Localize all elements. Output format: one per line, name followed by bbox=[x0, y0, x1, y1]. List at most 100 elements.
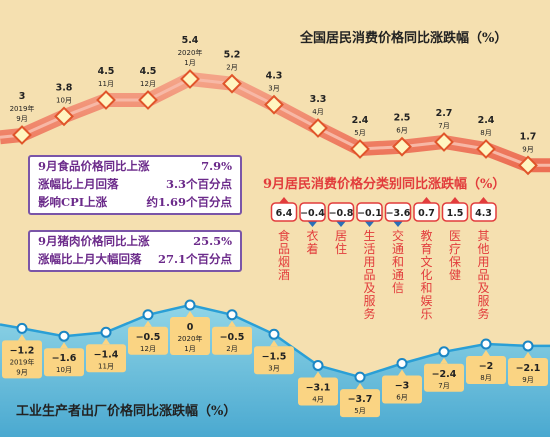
category-name-char: 通 bbox=[392, 268, 404, 282]
ppi-point-marker bbox=[438, 346, 450, 358]
category-name-char: 交 bbox=[392, 228, 404, 243]
ppi-value-label: −0.5 bbox=[136, 332, 161, 343]
cpi-value-label: 3 bbox=[19, 91, 26, 102]
ppi-date-label: 7月 bbox=[438, 382, 449, 390]
category-title: 9月居民消费价格分类别同比涨跌幅（%） bbox=[263, 176, 505, 192]
ppi-label-pointer bbox=[440, 357, 448, 364]
food-row-3-label: 影响CPI上涨 bbox=[38, 195, 108, 209]
ppi-label-pointer bbox=[60, 342, 68, 349]
category-up-arrow bbox=[279, 197, 289, 203]
cpi-date-label: 3月 bbox=[268, 85, 279, 93]
cpi-value-label: 3.8 bbox=[56, 82, 73, 93]
cpi-point-marker bbox=[12, 125, 32, 145]
cpi-point-marker bbox=[138, 90, 158, 110]
ppi-value-label: −2.1 bbox=[516, 363, 541, 374]
cpi-point-marker bbox=[350, 139, 370, 159]
cpi-point-marker bbox=[434, 132, 454, 152]
cpi-value-label: 4.3 bbox=[266, 71, 283, 82]
cpi-date-label: 12月 bbox=[140, 80, 156, 88]
food-row-1-value: 7.9% bbox=[201, 159, 232, 173]
category-name-char: 乐 bbox=[420, 307, 432, 321]
ppi-label-bg bbox=[2, 340, 42, 379]
ppi-label-pointer bbox=[314, 371, 322, 378]
cpi-point-marker bbox=[264, 94, 284, 115]
cpi-date-label: 11月 bbox=[98, 80, 114, 88]
ppi-date-label: 2020年 bbox=[178, 334, 203, 343]
category-name-char: 和 bbox=[392, 255, 404, 269]
ppi-value-label: −3 bbox=[395, 381, 410, 392]
cpi-value-label: 2.4 bbox=[478, 115, 495, 126]
ppi-point-marker bbox=[268, 328, 280, 340]
ppi-label-bg bbox=[170, 317, 210, 355]
ppi-point-marker bbox=[16, 322, 28, 334]
category-name-char: 生 bbox=[363, 229, 375, 243]
category-name-char: 文 bbox=[420, 254, 432, 269]
ppi-value-label: −3.1 bbox=[306, 382, 331, 393]
cpi-date-label: 7月 bbox=[438, 122, 449, 130]
cpi-point-marker bbox=[476, 139, 496, 159]
pork-row-2: 涨幅比上月大幅回落 27.1个百分点 bbox=[30, 250, 240, 268]
cpi-chart: 3 2019年 9月 3.8 10月 4.5 11月 4.5 12月 5.4 2020年 1月 5.2 2… bbox=[0, 35, 550, 176]
ppi-point-marker bbox=[142, 309, 154, 321]
category-chart: 6.4食品烟酒−0.4衣着−0.8居住−0.1生活用品及服务−3.6交通和通信0… bbox=[270, 197, 497, 321]
ppi-value-label: −1.5 bbox=[262, 351, 287, 362]
category-up-arrow bbox=[478, 197, 489, 203]
category-name-char: 品 bbox=[477, 268, 489, 282]
category-name-char: 和 bbox=[420, 281, 432, 295]
category-value-label: −3.6 bbox=[386, 208, 411, 219]
pork-row-1-value: 25.5% bbox=[193, 234, 232, 248]
category-pill bbox=[413, 202, 440, 222]
ppi-point-marker bbox=[312, 359, 324, 371]
ppi-date-label: 6月 bbox=[396, 394, 407, 402]
cpi-date-label: 2019年 bbox=[10, 104, 35, 113]
category-down-arrow bbox=[364, 221, 375, 227]
category-name-char: 信 bbox=[392, 281, 404, 295]
cpi-point-marker bbox=[96, 90, 116, 110]
category-name-char: 医 bbox=[449, 229, 461, 243]
category-item: −0.4 衣着 bbox=[299, 202, 326, 256]
ppi-value-label: 0 bbox=[187, 322, 194, 333]
ppi-label-bg bbox=[86, 344, 126, 373]
ppi-label-pointer bbox=[398, 369, 406, 376]
cpi-date-label: 2020年 bbox=[178, 48, 203, 57]
ppi-point-marker bbox=[184, 299, 196, 311]
category-pill bbox=[356, 202, 383, 222]
category-name-char: 及 bbox=[363, 281, 375, 295]
category-name-char: 他 bbox=[477, 242, 489, 256]
category-name-char: 疗 bbox=[449, 242, 461, 256]
cpi-value-label: 2.4 bbox=[352, 115, 369, 126]
category-name-char: 烟 bbox=[278, 255, 290, 269]
ppi-label-bg bbox=[340, 389, 380, 418]
ppi-label-bg bbox=[382, 375, 422, 404]
category-name-char: 通 bbox=[392, 242, 404, 256]
ppi-label-bg bbox=[254, 346, 294, 375]
ppi-date-label: 9月 bbox=[16, 368, 27, 376]
food-row-3: 影响CPI上涨 约1.69个百分点 bbox=[30, 193, 240, 211]
ppi-date-label: 12月 bbox=[140, 345, 156, 353]
ppi-point-marker bbox=[226, 309, 238, 321]
cpi-date-label: 1月 bbox=[184, 59, 195, 67]
ppi-value-label: −3.7 bbox=[348, 394, 373, 405]
food-price-box: 9月食品价格同比上涨 7.9% 涨幅比上月回落 3.3个百分点 影响CPI上涨 … bbox=[28, 155, 242, 215]
cpi-point-marker bbox=[308, 118, 328, 138]
ppi-point-marker bbox=[58, 330, 70, 342]
category-name-char: 居 bbox=[335, 229, 347, 243]
ppi-point-marker bbox=[480, 338, 492, 350]
category-name-char: 保 bbox=[449, 255, 461, 269]
ppi-value-label: −0.5 bbox=[220, 332, 245, 343]
category-name-char: 务 bbox=[363, 306, 375, 321]
category-value-label: −0.4 bbox=[300, 208, 325, 219]
category-name-char: 服 bbox=[363, 294, 375, 308]
category-up-arrow bbox=[421, 197, 432, 203]
ppi-label-pointer bbox=[144, 320, 152, 327]
category-value-label: 0.7 bbox=[418, 208, 435, 219]
category-pill bbox=[470, 202, 497, 222]
ppi-value-label: −1.6 bbox=[52, 353, 77, 364]
cpi-title: 全国居民消费价格同比涨跌幅（%） bbox=[299, 30, 507, 46]
ppi-label-pointer bbox=[524, 351, 532, 358]
ppi-title: 工业生产者出厂价格同比涨跌幅（%） bbox=[16, 403, 236, 419]
